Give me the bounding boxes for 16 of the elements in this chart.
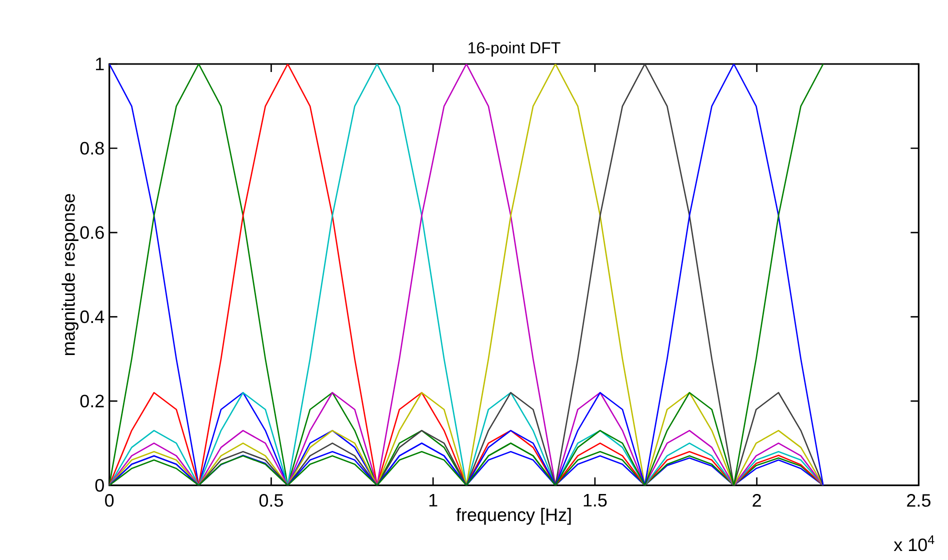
x-tick-label: 1	[429, 494, 438, 506]
x-axis-title: frequency [Hz]	[456, 508, 571, 525]
y-axis-title: magnitude response	[62, 194, 78, 356]
x-tick-label: 0.5	[259, 494, 283, 507]
y-tick-label: 0.2	[80, 394, 104, 408]
y-tick-label: 0.6	[80, 226, 104, 239]
y-tick-label: 0.8	[80, 142, 104, 155]
y-tick-label: 0.4	[80, 310, 104, 324]
x-tick-label: 2.5	[907, 494, 930, 507]
x-tick-label: 0	[105, 494, 114, 507]
x-tick-label: 1.5	[584, 494, 607, 507]
text: x 10$^{4}$	[894, 535, 934, 552]
y-tick-label: 1	[96, 58, 104, 70]
x-tick-label: 2	[752, 494, 761, 507]
chart-title: 16-point DFT	[468, 42, 560, 57]
y-tick-label: 0	[95, 478, 104, 492]
